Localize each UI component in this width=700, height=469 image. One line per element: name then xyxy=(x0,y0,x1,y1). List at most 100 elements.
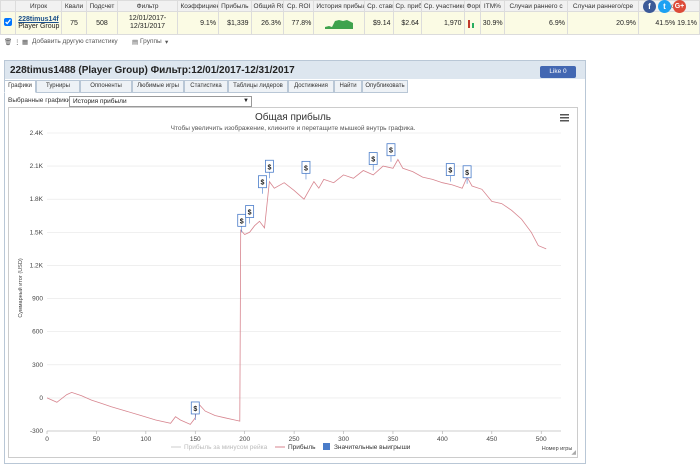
header-count[interactable]: Подсчет xyxy=(86,0,118,12)
header-qual[interactable]: Квали xyxy=(60,0,88,12)
twitter-icon[interactable]: t xyxy=(658,0,671,13)
chart-legend: Прибыль за минусом рейка Прибыль Значите… xyxy=(171,443,411,451)
google-plus-icon[interactable]: G+ xyxy=(673,0,686,13)
chart-markers: $ $ $ $ $ $ $ $ $ $ xyxy=(190,143,472,420)
chart-title: Общая прибыль xyxy=(255,111,331,123)
header-player[interactable]: Игрок xyxy=(15,0,62,12)
header-avg-roi[interactable]: Ср. ROI xyxy=(282,0,315,12)
count-value: 508 xyxy=(86,11,118,35)
header-avg-entrants[interactable]: Ср. участникс xyxy=(420,0,465,12)
tab-charts[interactable]: Графики xyxy=(4,80,36,93)
dollar-icon: $ xyxy=(371,157,375,164)
header-profit[interactable]: Прибыль xyxy=(218,0,252,12)
legend-profit[interactable]: Прибыль xyxy=(288,443,316,451)
tab-favorite-games[interactable]: Любимые игры xyxy=(132,80,184,93)
x-tick-label: 100 xyxy=(140,436,151,443)
resize-handle-icon[interactable]: ◢ xyxy=(571,450,576,456)
groups-icon[interactable]: ▤ xyxy=(132,39,139,46)
row-checkbox[interactable] xyxy=(0,11,17,35)
profit-value: $1,339 xyxy=(218,11,252,35)
stats-data-row: 228timus14f Player Group 75 508 12/01/20… xyxy=(0,11,700,35)
tab-achievements[interactable]: Достижения xyxy=(288,80,334,93)
header-form[interactable]: Форм xyxy=(463,0,481,12)
player-name-link[interactable]: 228timus14f xyxy=(18,16,59,23)
legend-big-wins[interactable]: Значительные выигрыши xyxy=(334,444,411,451)
big-win-marker[interactable]: $ xyxy=(245,205,255,224)
qual-value: 75 xyxy=(60,11,88,35)
big-win-marker[interactable]: $ xyxy=(190,401,200,420)
chart-select-value: История прибыли xyxy=(73,98,127,105)
chart-select[interactable]: История прибыли ▼ xyxy=(69,96,252,107)
header-coef[interactable]: Коэффициен xyxy=(177,0,220,12)
big-win-marker[interactable]: $ xyxy=(386,143,396,162)
header-early1[interactable]: Случаи раннего с xyxy=(504,0,568,12)
avg-roi-value: 77.8% xyxy=(282,11,315,35)
add-stats-icon[interactable]: ▦ xyxy=(22,39,29,46)
y-axis-ticks: -300 0 300 600 900 1.2K 1.5K 1.8K 2.1K 2.4K xyxy=(30,130,44,435)
chart-grid xyxy=(47,132,561,432)
add-stats-link[interactable]: Добавить другую статистику xyxy=(32,38,118,45)
tab-find[interactable]: Найти xyxy=(334,80,362,93)
y-tick-label: 600 xyxy=(32,329,43,336)
y-tick-label: 2.1K xyxy=(30,163,44,170)
x-tick-label: 400 xyxy=(437,436,448,443)
chart-container[interactable]: Общая прибыль Чтобы увеличить изображени… xyxy=(8,107,578,458)
profit-line xyxy=(46,158,547,425)
x-tick-label: 150 xyxy=(190,436,201,443)
big-win-marker[interactable]: $ xyxy=(258,175,267,194)
dollar-icon: $ xyxy=(261,180,265,187)
trash-icon[interactable]: 🗑 xyxy=(4,39,13,46)
more-vertical-icon[interactable]: ⋮ xyxy=(14,39,21,46)
player-group-label: Player Group xyxy=(18,23,60,30)
big-win-marker[interactable]: $ xyxy=(462,165,472,184)
facebook-icon[interactable]: f xyxy=(643,0,656,13)
big-win-marker[interactable]: $ xyxy=(368,152,378,171)
coef-value: 9.1% xyxy=(177,11,220,35)
x-tick-label: 250 xyxy=(289,436,300,443)
dollar-icon: $ xyxy=(193,406,197,413)
x-tick-label: 500 xyxy=(536,436,547,443)
dollar-icon: $ xyxy=(248,210,252,217)
tab-opponents[interactable]: Оппоненты xyxy=(80,80,132,93)
header-avg-stake[interactable]: Ср. ставк xyxy=(364,0,394,12)
player-cell: 228timus14f Player Group xyxy=(15,11,62,35)
dollar-icon: $ xyxy=(267,164,271,171)
y-tick-label: 0 xyxy=(39,395,43,402)
facebook-like-button[interactable]: Like 0 xyxy=(540,66,576,78)
x-axis-ticks: 0 50 100 150 200 250 300 350 400 450 500 xyxy=(45,430,561,443)
big-win-marker[interactable]: $ xyxy=(445,163,455,182)
tab-statistics[interactable]: Статистика xyxy=(184,80,228,93)
x-axis-label: Номер игры xyxy=(542,446,573,452)
header-profit-history[interactable]: История прибыл xyxy=(313,0,366,12)
tab-leaderboards[interactable]: Таблицы лидеров xyxy=(228,80,288,93)
dollar-icon: $ xyxy=(304,165,308,172)
total-rc-value: 26.3% xyxy=(250,11,284,35)
header-itm[interactable]: ITM% xyxy=(479,0,506,12)
tab-tournaments[interactable]: Турниры xyxy=(36,80,80,93)
chart-subtitle: Чтобы увеличить изображение, кликните и … xyxy=(171,124,416,132)
late2-value: 19.1% xyxy=(677,19,697,27)
avg-profit-value: $2.64 xyxy=(392,11,422,35)
header-filter[interactable]: Фильтр xyxy=(116,0,179,12)
form-bars-icon xyxy=(468,20,475,28)
form-indicator xyxy=(463,11,481,35)
y-tick-label: 900 xyxy=(32,296,43,303)
groups-link[interactable]: Группы xyxy=(140,38,162,45)
y-tick-label: 300 xyxy=(32,362,43,369)
big-win-marker[interactable]: $ xyxy=(237,213,247,233)
early1-value: 6.9% xyxy=(504,11,568,35)
profit-chart[interactable]: Общая прибыль Чтобы увеличить изображени… xyxy=(9,108,577,457)
x-tick-label: 0 xyxy=(45,436,49,443)
big-win-marker[interactable]: $ xyxy=(265,159,274,179)
legend-swatch-big-wins xyxy=(323,443,330,450)
legend-net-rake[interactable]: Прибыль за минусом рейка xyxy=(184,443,268,451)
tab-publish[interactable]: Опубликовать xyxy=(362,80,408,93)
header-avg-profit[interactable]: Ср. прибл xyxy=(392,0,422,12)
header-checkbox xyxy=(0,0,17,12)
header-total-rc[interactable]: Общий RC xyxy=(250,0,284,12)
header-early2[interactable]: Случаи раннего/сре xyxy=(566,0,640,12)
chevron-down-icon[interactable]: ▾ xyxy=(165,39,169,46)
big-win-marker[interactable]: $ xyxy=(301,160,311,180)
y-tick-label: 2.4K xyxy=(30,130,44,137)
menu-icon[interactable] xyxy=(560,114,569,122)
